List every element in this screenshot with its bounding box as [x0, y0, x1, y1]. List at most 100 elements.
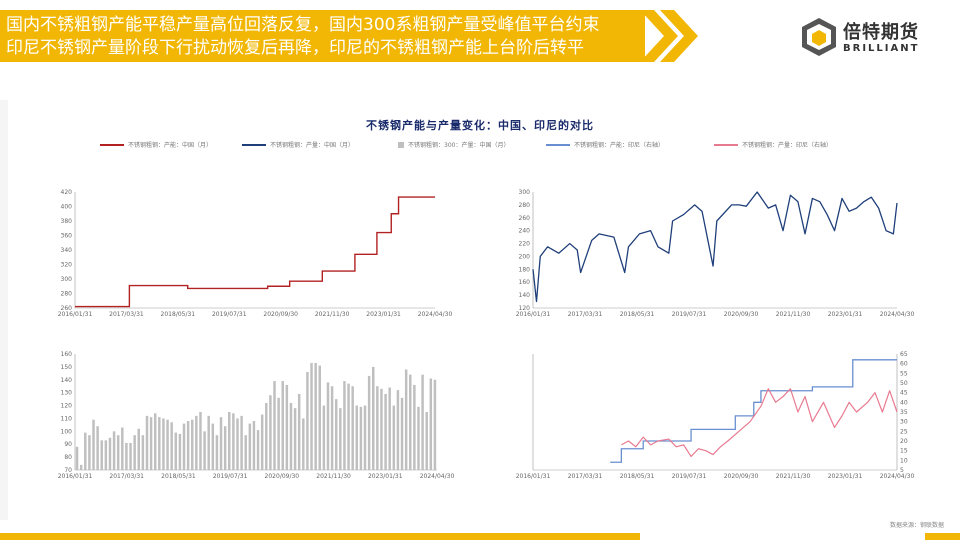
x-tick-label: 2024/04/30: [880, 311, 915, 318]
bar-china-300: [158, 417, 161, 470]
bar-china-300: [178, 433, 182, 470]
bar-china-300: [149, 417, 153, 470]
y-tick-label: 35: [900, 409, 908, 416]
y-tick-label: 400: [61, 204, 73, 211]
bar-china-300: [137, 428, 140, 470]
x-tick-label: 2019/07/31: [672, 311, 707, 318]
y-tick-label: 5: [900, 467, 904, 474]
bar-china-300: [404, 369, 408, 470]
bar-china-300: [252, 421, 256, 470]
bar-china-300: [236, 418, 239, 470]
bar-china-300: [326, 382, 330, 470]
bar-china-300: [92, 419, 95, 470]
bar-china-300: [318, 365, 321, 470]
bar-china-300: [100, 440, 103, 470]
y-tick-label: 260: [519, 215, 531, 222]
bar-china-300: [351, 386, 354, 470]
bar-china-300: [84, 432, 87, 470]
bar-china-300: [203, 431, 206, 470]
bar-china-300: [199, 412, 202, 470]
y-tick-label: 55: [900, 370, 908, 377]
bar-china-300: [277, 397, 280, 470]
bar-china-300: [162, 418, 165, 470]
bar-china-300: [228, 412, 231, 470]
bar-china-300: [384, 393, 387, 470]
bar-china-300: [75, 446, 79, 470]
y-tick-label: 420: [61, 189, 73, 196]
bar-china-300: [108, 437, 112, 470]
headline-line-2: 印尼不锈钢产量阶段下行扰动恢复后再降，印尼的不锈粗钢产能上台阶后转平: [6, 38, 584, 58]
x-tick-label: 2021/11/30: [315, 311, 350, 318]
y-tick-label: 260: [61, 305, 73, 312]
x-tick-label: 2024/04/30: [418, 311, 453, 318]
legend-swatch: [398, 141, 404, 148]
x-tick-label: 2017/03/31: [109, 473, 144, 480]
x-tick-label: 2024/04/30: [420, 473, 455, 480]
y-tick-label: 140: [519, 292, 531, 299]
x-tick-label: 2018/05/31: [161, 311, 196, 318]
bar-china-300: [195, 415, 198, 470]
x-tick-label: 2020/09/30: [724, 473, 759, 480]
logo-cn-text: 倍特期货: [843, 22, 919, 43]
bar-china-300: [79, 464, 83, 470]
y-tick-label: 90: [64, 441, 72, 448]
bar-china-300: [174, 432, 178, 470]
x-tick-label: 2016/01/31: [516, 473, 551, 480]
y-tick-label: 300: [519, 189, 531, 196]
bar-china-300: [112, 431, 116, 470]
bar-china-300: [232, 413, 235, 470]
bar-china-300: [273, 381, 276, 470]
bottom-bar: [0, 533, 960, 540]
bar-china-300: [330, 386, 334, 470]
bar-china-300: [289, 402, 293, 470]
bar-china-300: [425, 412, 428, 470]
bar-china-300: [293, 408, 297, 470]
bar-china-300: [182, 423, 186, 470]
y-tick-label: 150: [61, 364, 73, 371]
data-source: 数据来源：钢联数据: [889, 522, 944, 529]
bar-china-300: [388, 387, 391, 470]
x-tick-label: 2016/01/31: [58, 473, 93, 480]
x-tick-label: 2017/03/31: [568, 311, 603, 318]
bar-china-300: [396, 390, 400, 470]
bar-china-300: [145, 415, 149, 470]
legend-label: 不锈钢粗钢：产量：印尼（右轴）: [742, 142, 833, 149]
y-tick-label: 10: [900, 457, 908, 464]
bar-china-300: [334, 399, 338, 470]
logo-en-text: BRILLIANT: [843, 43, 920, 54]
bar-china-300: [153, 413, 157, 470]
x-tick-label: 2019/07/31: [213, 473, 248, 480]
legend-label: 不锈钢粗钢：产量：中国（月）: [270, 142, 355, 149]
x-tick-label: 2018/05/31: [620, 473, 655, 480]
bar-china-300: [240, 415, 243, 470]
bar-china-300: [306, 372, 309, 470]
y-tick-label: 130: [61, 390, 73, 397]
bar-china-300: [355, 405, 359, 470]
x-tick-label: 2018/05/31: [161, 473, 196, 480]
x-tick-label: 2021/11/30: [316, 473, 351, 480]
legend-label: 不锈钢粗钢：产能：印尼（右轴）: [574, 142, 665, 149]
bar-china-300: [302, 418, 305, 470]
y-tick-label: 280: [519, 202, 531, 209]
legend-swatch: [100, 143, 124, 146]
headline-line-1: 国内不锈粗钢产能平稳产量高位回落反复，国内300系粗钢产量受峰值平台约束: [6, 15, 600, 35]
y-tick-label: 15: [900, 448, 908, 455]
x-tick-label: 2023/01/31: [366, 311, 401, 318]
bar-china-300: [429, 378, 433, 470]
series-line-china-output: [532, 191, 898, 303]
bar-china-300: [322, 405, 326, 470]
x-tick-label: 2021/11/30: [776, 311, 811, 318]
series-line-china-capacity: [75, 196, 435, 308]
bar-china-300: [359, 406, 363, 470]
y-tick-label: 45: [900, 390, 908, 397]
x-tick-label: 2021/11/30: [776, 473, 811, 480]
y-tick-label: 160: [61, 351, 73, 358]
y-tick-label: 140: [61, 377, 73, 384]
bar-china-300: [269, 395, 272, 470]
x-tick-label: 2016/01/31: [58, 311, 93, 318]
bar-china-300: [265, 402, 268, 470]
y-tick-label: 120: [61, 403, 73, 410]
legend-swatch: [714, 143, 738, 146]
x-tick-label: 2017/03/31: [109, 311, 144, 318]
